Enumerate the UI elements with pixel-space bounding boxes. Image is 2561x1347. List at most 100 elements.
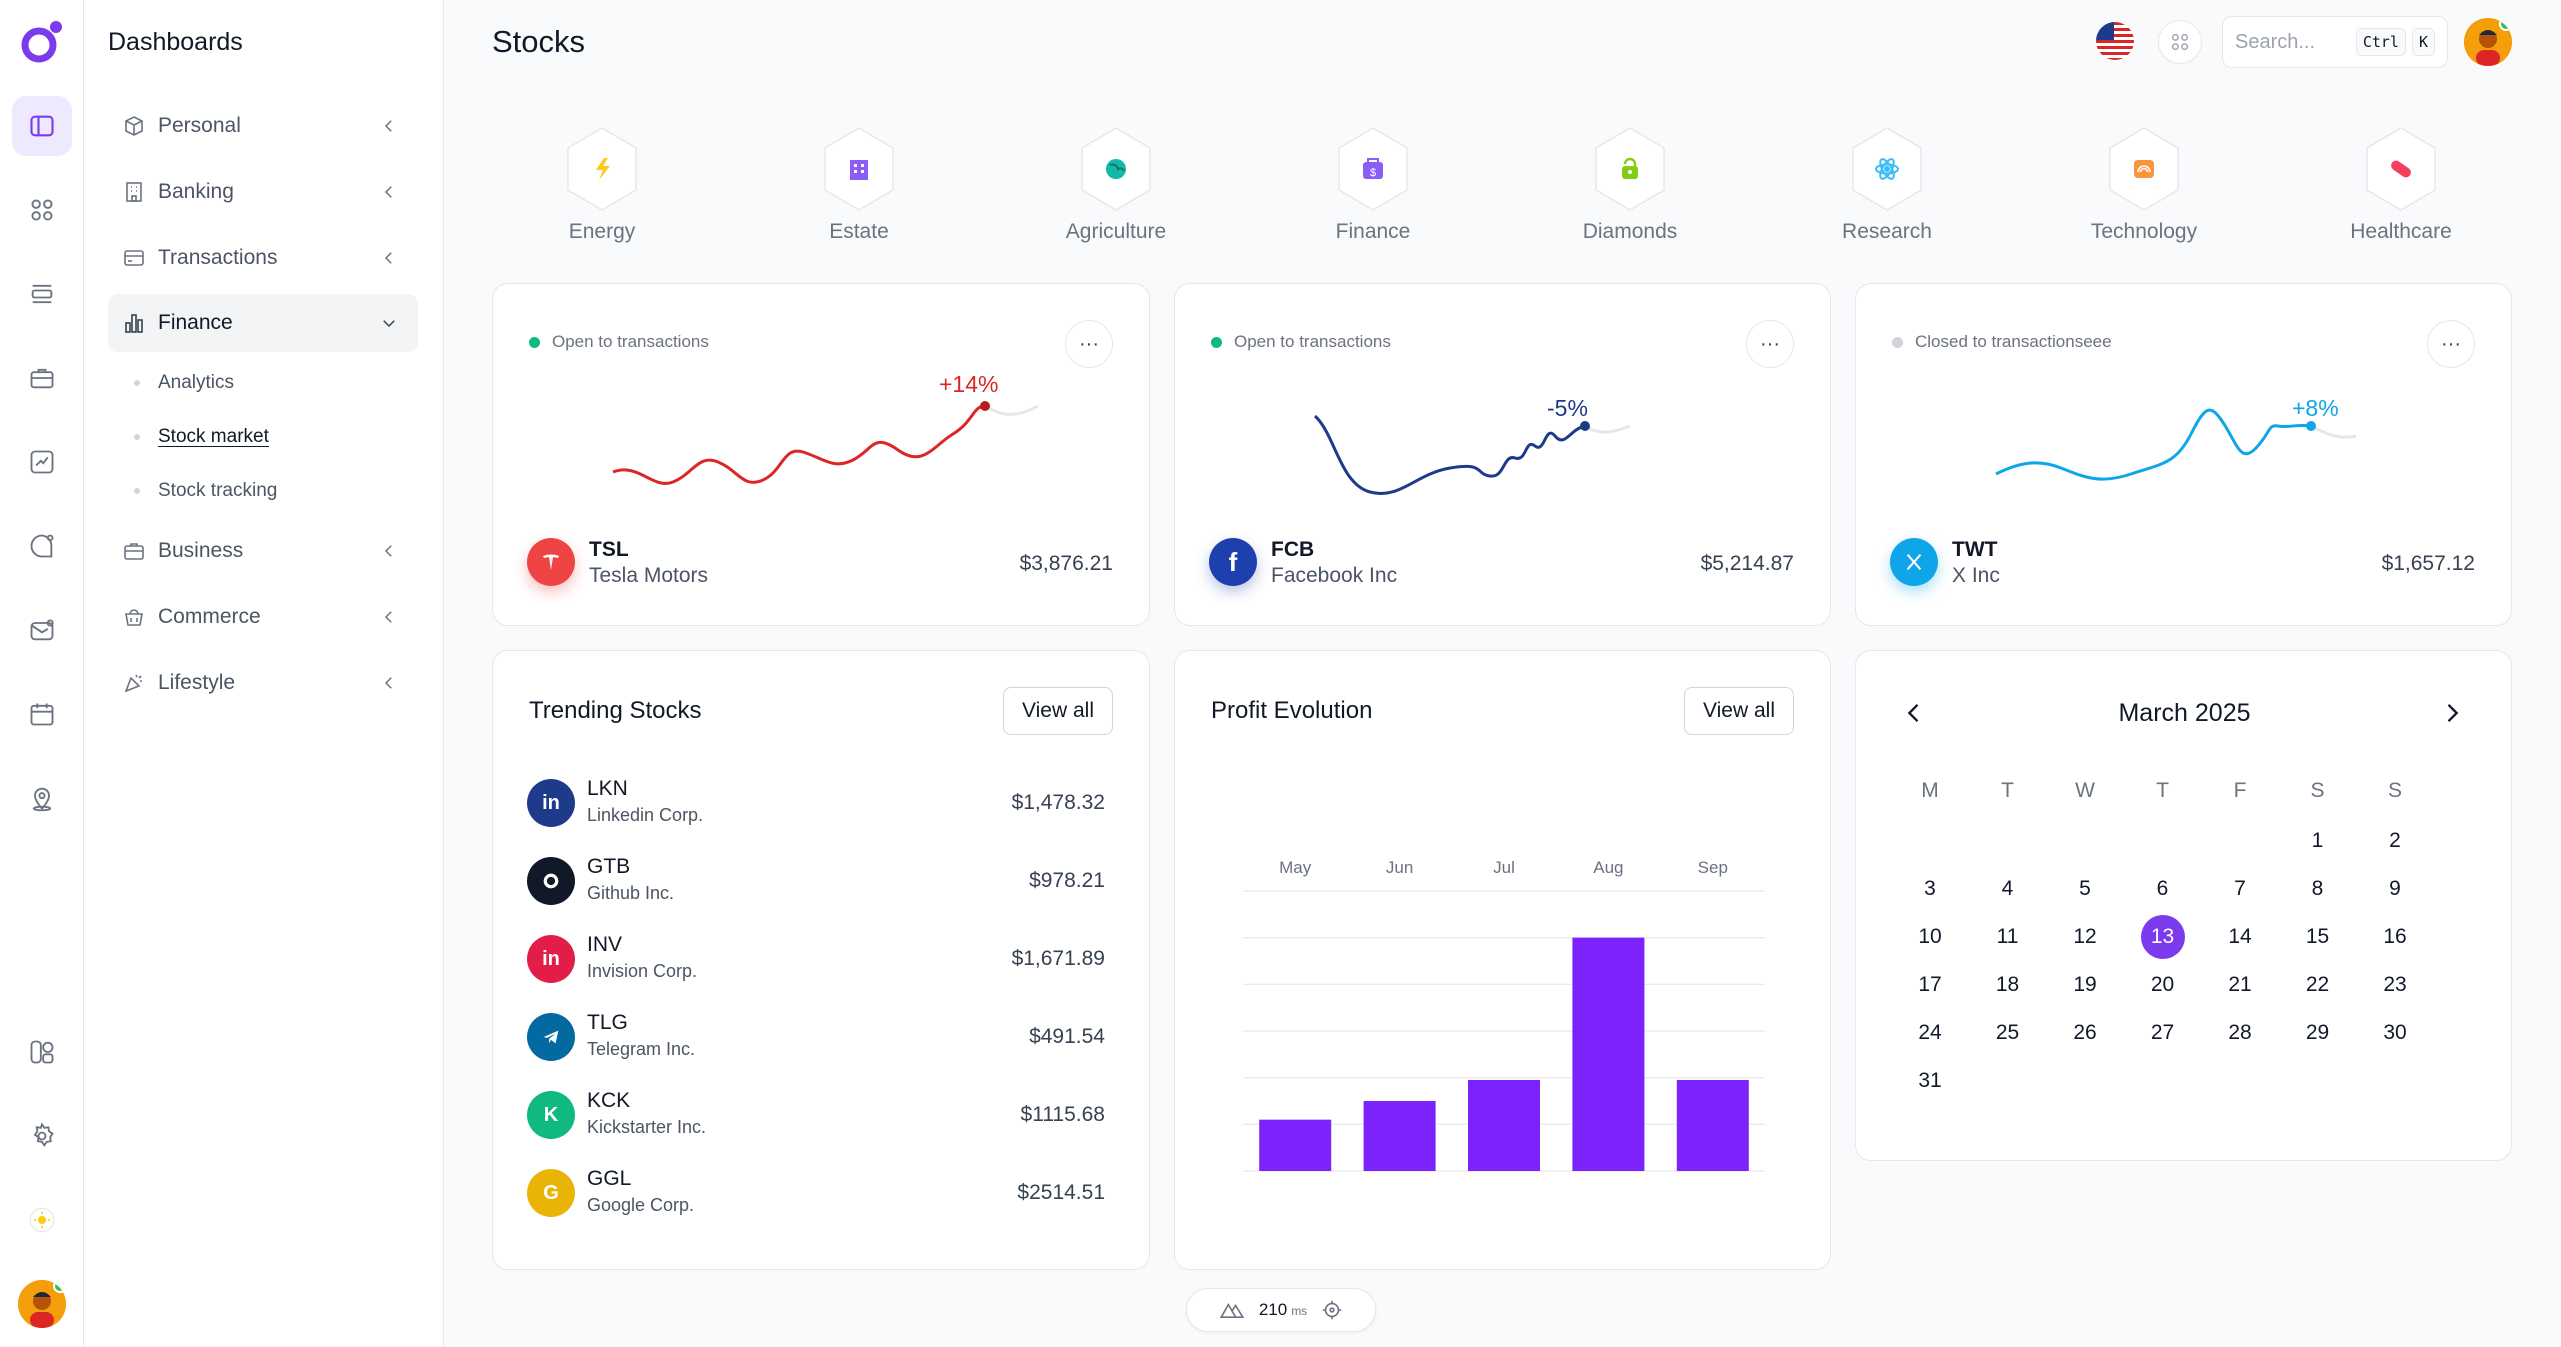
header-avatar[interactable] [2464,18,2512,66]
user-avatar[interactable] [18,1280,66,1328]
calendar-day[interactable]: 11 [1996,925,2019,948]
stock-card-tsl[interactable]: Open to transactions ··· +14% TSL Tesla … [492,283,1150,626]
nav-item-lifestyle[interactable]: Lifestyle [108,654,418,712]
category-technology[interactable]: Technology [2064,124,2224,244]
briefcase-icon[interactable] [12,348,72,408]
calendar-day[interactable]: 7 [2234,877,2246,900]
category-label: Agriculture [1065,220,1167,243]
calendar-day[interactable]: 17 [1918,973,1942,996]
components-icon[interactable] [12,1022,72,1082]
view-all-button[interactable]: View all [1003,687,1113,735]
ticker-symbol: KCK [587,1089,631,1112]
calendar-day[interactable]: 31 [1918,1069,1942,1092]
chart-trend-icon[interactable] [12,432,72,492]
nav-item-transactions[interactable]: Transactions [108,229,418,287]
calendar-day[interactable]: 27 [2150,1021,2175,1044]
bar-may[interactable] [1259,1119,1332,1171]
more-options-button[interactable]: ··· [1065,320,1113,368]
calendar-day[interactable]: 15 [2305,925,2330,948]
stock-card-fcb[interactable]: Open to transactions ··· -5% f FCB Faceb… [1174,283,1831,626]
calendar-day[interactable]: 12 [2073,925,2097,948]
mail-icon[interactable] [12,600,72,660]
category-agriculture[interactable]: Agriculture [1036,124,1196,244]
calendar-day[interactable]: 8 [2311,877,2324,900]
trending-row-kck[interactable]: K KCK Kickstarter Inc. $1115.68 [527,1087,1105,1147]
sub-link-stock-market[interactable]: Stock market [134,426,269,448]
target-icon[interactable] [1321,1299,1343,1321]
nav-item-personal[interactable]: Personal [108,97,418,155]
more-options-button[interactable]: ··· [2427,320,2475,368]
calendar-day[interactable]: 3 [1924,877,1936,900]
dev-toolbar[interactable]: 210 ms [1186,1288,1376,1332]
calendar-day[interactable]: 30 [2383,1021,2407,1044]
bar-sep[interactable] [1676,1080,1749,1171]
category-healthcare[interactable]: Healthcare [2321,124,2481,244]
calendar-day[interactable]: 26 [2073,1021,2097,1044]
trending-row-gtb[interactable]: GTB Github Inc. $978.21 [527,853,1105,913]
calendar-day[interactable]: 19 [2073,973,2097,996]
calendar-day[interactable]: 21 [2228,973,2252,996]
calendar-day[interactable]: 29 [2305,1021,2330,1044]
category-diamonds[interactable]: Diamonds [1550,124,1710,244]
bar-jun[interactable] [1363,1101,1436,1171]
calendar-day[interactable]: 9 [2389,877,2401,900]
change-label: -5% [1547,395,1588,421]
category-finance[interactable]: $ Finance [1293,124,1453,244]
chevron-left-icon[interactable] [1900,699,1928,727]
calendar-day[interactable]: 14 [2228,925,2252,948]
us-flag-icon[interactable] [2096,22,2134,60]
ticker-symbol: GGL [587,1167,632,1190]
estate-icon [824,127,894,211]
calendar-day[interactable]: 23 [2383,973,2407,996]
layout-list-icon[interactable] [12,264,72,324]
nav-item-banking[interactable]: Banking [108,163,418,221]
calendar-day[interactable]: 24 [1918,1021,1942,1044]
calendar-day[interactable]: 16 [2383,925,2407,948]
trending-row-ggl[interactable]: G GGL Google Corp. $2514.51 [527,1165,1105,1225]
chat-icon[interactable] [12,516,72,576]
stock-card-twt[interactable]: Closed to transactionseee ··· +8% TWT X … [1855,283,2512,626]
online-status-dot [2499,18,2512,31]
category-estate[interactable]: Estate [779,124,939,244]
search-input[interactable]: Search... Ctrl K [2222,16,2448,68]
calendar-day[interactable]: 22 [2305,973,2330,996]
nav-item-commerce[interactable]: Commerce [108,588,418,646]
calendar-icon[interactable] [12,684,72,744]
calendar-day[interactable]: 28 [2228,1021,2252,1044]
tlg-logo-icon [527,1013,575,1061]
map-pin-icon[interactable] [12,768,72,828]
calendar-day[interactable]: 20 [2150,973,2175,996]
grid-icon[interactable] [12,180,72,240]
sub-link-stock-tracking[interactable]: Stock tracking [134,480,277,502]
trending-row-lkn[interactable]: in LKN Linkedin Corp. $1,478.32 [527,775,1105,835]
calendar-day[interactable]: 2 [2389,829,2401,852]
bar-jul[interactable] [1468,1080,1540,1171]
sub-link-analytics[interactable]: Analytics [134,372,234,394]
calendar-day-today[interactable]: 13 [2140,915,2185,959]
apps-button[interactable] [2158,20,2202,64]
nav-item-finance[interactable]: Finance [108,294,418,352]
weekday-label: T [2001,779,2014,802]
category-research[interactable]: Research [1807,124,1967,244]
calendar-day[interactable]: 4 [2001,877,2014,900]
sun-icon[interactable] [12,1190,72,1250]
bar-aug[interactable] [1572,937,1645,1171]
calendar-day[interactable]: 25 [1995,1021,2020,1044]
calendar-day[interactable]: 10 [1918,925,1942,948]
stock-price: $5,214.87 [1700,552,1794,575]
trending-row-tlg[interactable]: TLG Telegram Inc. $491.54 [527,1009,1105,1069]
view-all-button[interactable]: View all [1684,687,1794,735]
trending-row-inv[interactable]: in INV Invision Corp. $1,671.89 [527,931,1105,991]
more-options-button[interactable]: ··· [1746,320,1794,368]
calendar-day[interactable]: 5 [2079,877,2091,900]
calendar-day[interactable]: 1 [2311,829,2324,852]
nav-item-business[interactable]: Business [108,522,418,580]
settings-icon[interactable] [12,1106,72,1166]
category-energy[interactable]: Energy [522,124,682,244]
x-tick-label: Jun [1386,858,1413,877]
calendar-day[interactable]: 6 [2156,877,2169,900]
chevron-right-icon[interactable] [2438,699,2466,727]
calendar-day[interactable]: 18 [1995,973,2020,996]
sidebar-toggle-icon[interactable] [12,96,72,156]
app-logo-icon[interactable] [18,18,66,66]
